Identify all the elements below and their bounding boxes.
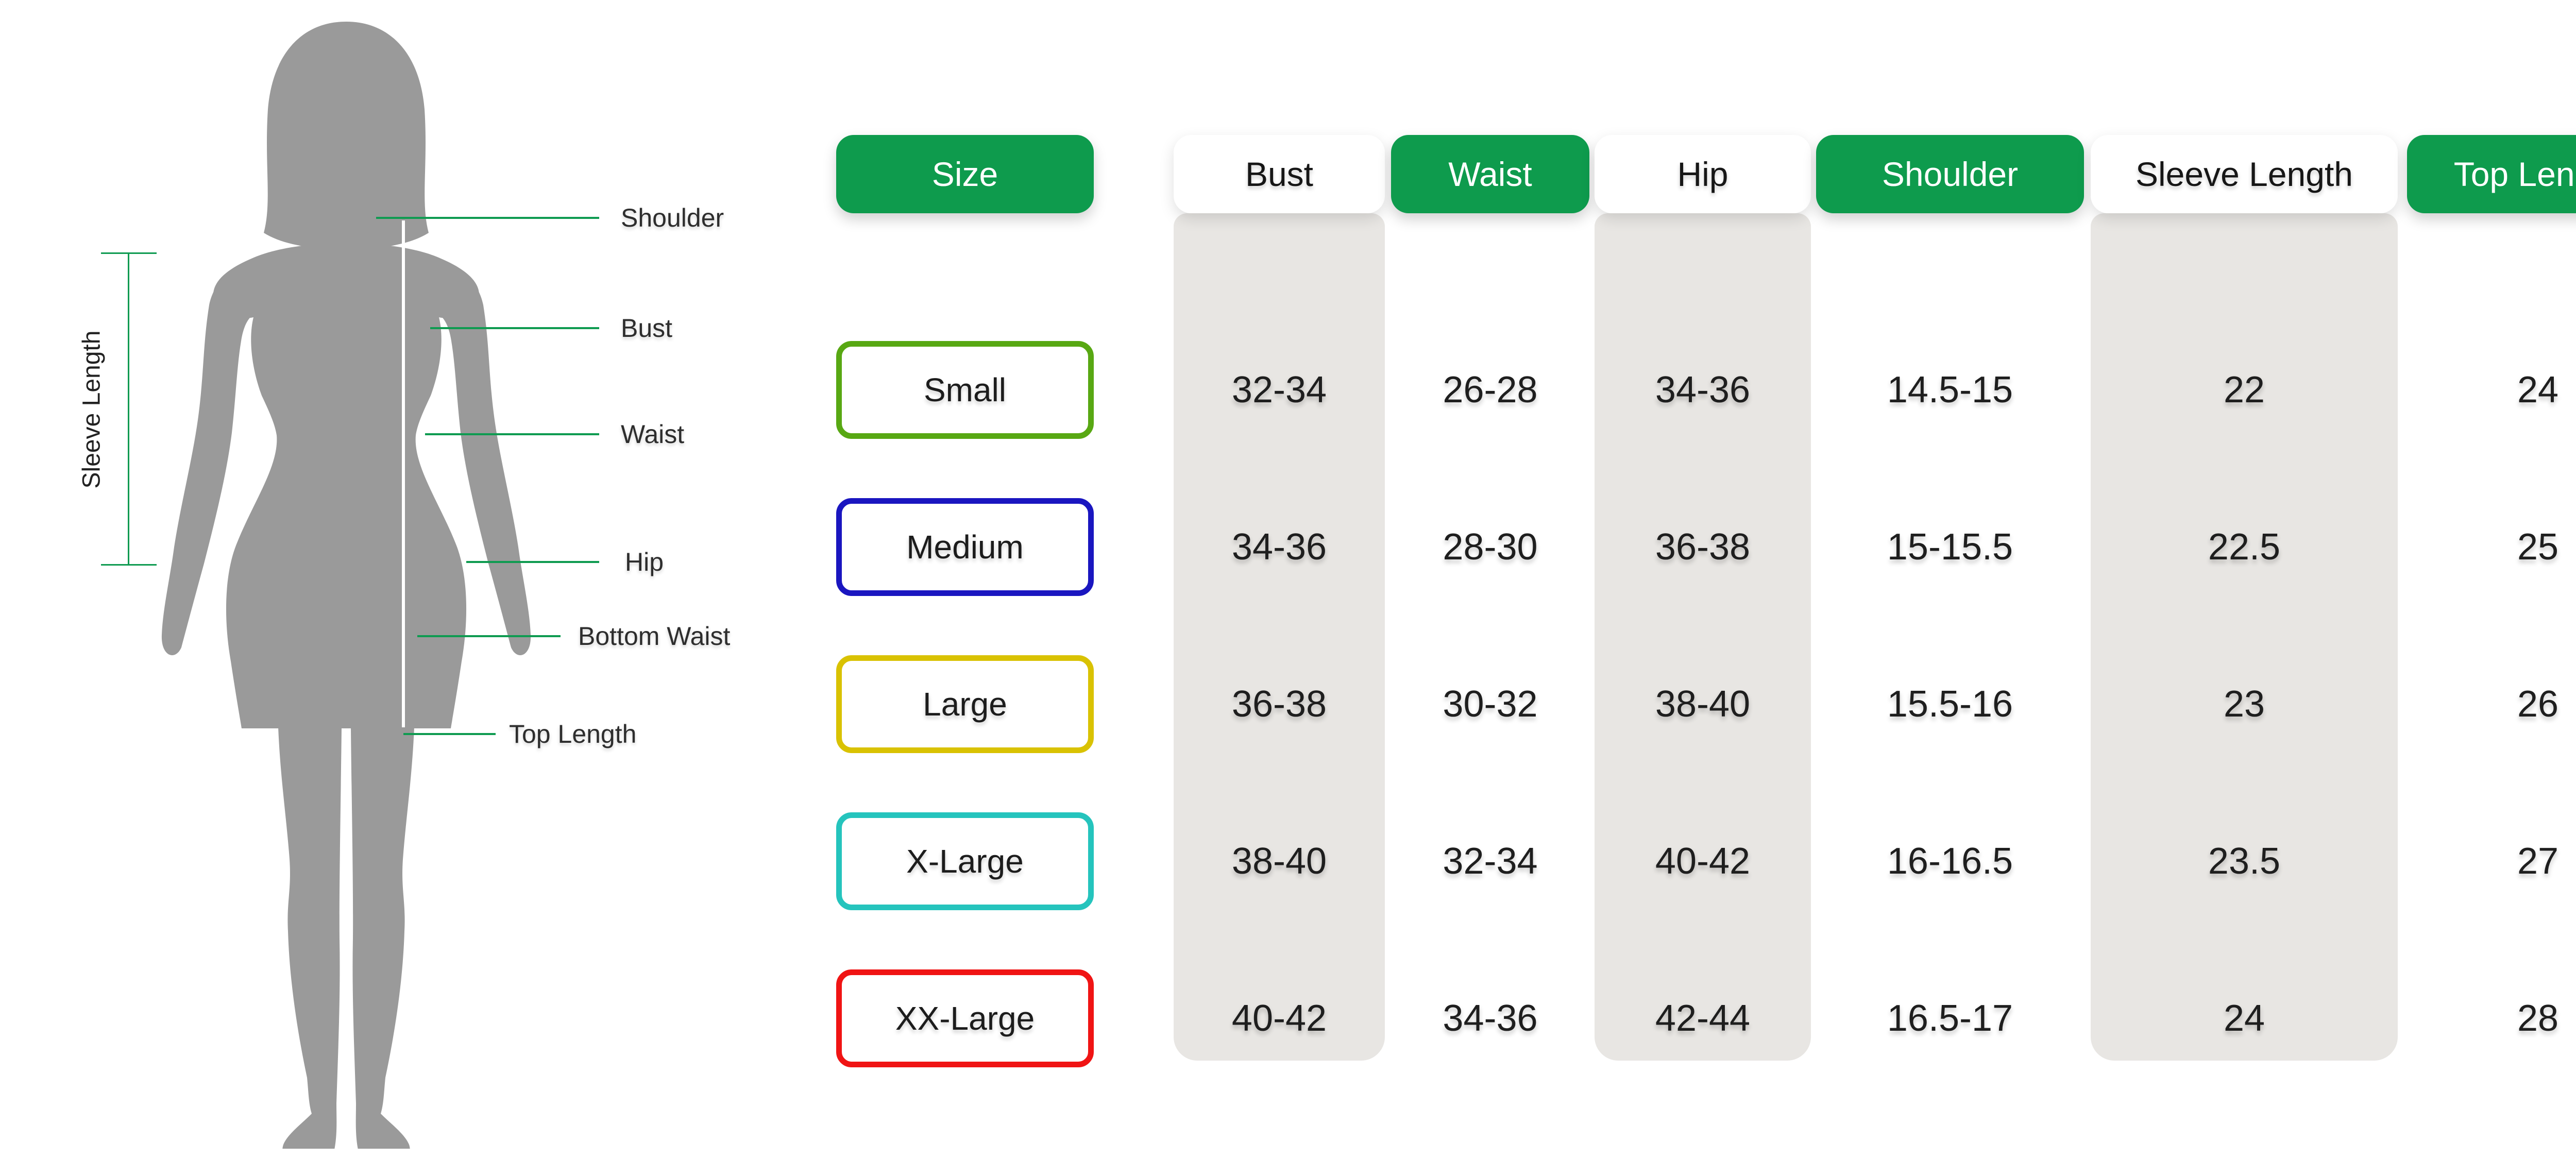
pointer-line-hip	[466, 561, 599, 563]
cell-waist-x-large: 32-34	[1443, 841, 1538, 882]
pointer-label-waist: Waist	[621, 420, 685, 449]
size-button-x-large[interactable]: X-Large	[836, 812, 1094, 910]
cell-waist-large: 30-32	[1443, 684, 1538, 725]
cell-sleeve-length-x-large: 23.5	[2208, 841, 2281, 882]
cell-hip-x-large: 40-42	[1655, 841, 1751, 882]
size-button-large[interactable]: Large	[836, 655, 1094, 753]
table-header-shoulder: Shoulder	[1816, 135, 2084, 213]
column-hip-background	[1595, 213, 1811, 1061]
cell-sleeve-length-xx-large: 24	[2223, 998, 2265, 1039]
cell-bust-xx-large: 40-42	[1231, 998, 1327, 1039]
table-header-size: Size	[836, 135, 1094, 213]
cell-waist-xx-large: 34-36	[1443, 998, 1538, 1039]
pointer-line-top-length	[403, 733, 496, 735]
silhouette-right-leg	[351, 727, 414, 1149]
size-button-small[interactable]: Small	[836, 341, 1094, 439]
column-bust-background	[1174, 213, 1385, 1061]
silhouette-left-leg	[278, 727, 342, 1149]
cell-shoulder-medium: 15-15.5	[1887, 526, 2013, 568]
pointer-line-shoulder	[376, 217, 599, 219]
sleeve-length-label: Sleeve Length	[78, 330, 106, 489]
column-top-length: Top Length 24 25 26 27 28	[2407, 0, 2576, 1159]
female-body-silhouette	[161, 22, 531, 1149]
column-waist: Waist 26-28 28-30 30-32 32-34 34-36	[1391, 0, 1589, 1159]
cell-top-length-medium: 25	[2517, 526, 2559, 568]
column-hip: Hip 34-36 36-38 38-40 40-42 42-44	[1595, 0, 1811, 1159]
cell-waist-medium: 28-30	[1443, 526, 1538, 568]
silhouette-head	[264, 22, 429, 249]
pointer-line-waist	[425, 433, 599, 435]
table-header-waist: Waist	[1391, 135, 1589, 213]
size-button-medium[interactable]: Medium	[836, 498, 1094, 596]
silhouette-left-arm	[161, 258, 262, 656]
cell-shoulder-x-large: 16-16.5	[1887, 841, 2013, 882]
cell-shoulder-xx-large: 16.5-17	[1887, 998, 2013, 1039]
cell-hip-large: 38-40	[1655, 684, 1751, 725]
column-sleeve-length: Sleeve Length 22 22.5 23 23.5 24	[2091, 0, 2398, 1159]
cell-bust-x-large: 38-40	[1231, 841, 1327, 882]
cell-bust-medium: 34-36	[1231, 526, 1327, 568]
cell-bust-large: 36-38	[1231, 684, 1327, 725]
cell-hip-small: 34-36	[1655, 369, 1751, 411]
sleeve-length-bracket-top-tick	[101, 252, 157, 254]
cell-sleeve-length-medium: 22.5	[2208, 526, 2281, 568]
sleeve-length-bracket-line	[128, 253, 129, 565]
pointer-label-shoulder: Shoulder	[621, 203, 724, 232]
silhouette-right-arm	[431, 258, 531, 656]
table-header-top-length: Top Length	[2407, 135, 2576, 213]
size-button-xx-large[interactable]: XX-Large	[836, 969, 1094, 1067]
table-header-hip: Hip	[1595, 135, 1811, 213]
cell-top-length-x-large: 27	[2517, 841, 2559, 882]
column-size: Size Small Medium Large X-Large XX-Large	[828, 0, 1101, 1159]
cell-bust-small: 32-34	[1231, 369, 1327, 411]
pointer-line-bust	[430, 327, 599, 329]
pointer-line-bottom-waist	[417, 635, 561, 637]
cell-top-length-small: 24	[2517, 369, 2559, 411]
cell-hip-medium: 36-38	[1655, 526, 1751, 568]
cell-sleeve-length-large: 23	[2223, 684, 2265, 725]
cell-hip-xx-large: 42-44	[1655, 998, 1751, 1039]
cell-sleeve-length-small: 22	[2223, 369, 2265, 411]
pointer-label-bust: Bust	[621, 314, 673, 343]
cell-top-length-xx-large: 28	[2517, 998, 2559, 1039]
table-header-sleeve-length: Sleeve Length	[2091, 135, 2398, 213]
sleeve-length-bracket-bottom-tick	[101, 564, 157, 566]
pointer-label-bottom-waist: Bottom Waist	[578, 622, 731, 651]
column-shoulder: Shoulder 14.5-15 15-15.5 15.5-16 16-16.5…	[1816, 0, 2084, 1159]
cell-shoulder-small: 14.5-15	[1887, 369, 2013, 411]
pointer-label-hip: Hip	[625, 548, 664, 576]
column-sleeve-length-background	[2091, 213, 2398, 1061]
silhouette-torso	[213, 243, 480, 728]
column-bust: Bust 32-34 34-36 36-38 38-40 40-42	[1174, 0, 1385, 1159]
pointer-label-top-length: Top Length	[509, 720, 637, 748]
table-header-bust: Bust	[1174, 135, 1385, 213]
cell-waist-small: 26-28	[1443, 369, 1538, 411]
cell-shoulder-large: 15.5-16	[1887, 684, 2013, 725]
cell-top-length-large: 26	[2517, 684, 2559, 725]
